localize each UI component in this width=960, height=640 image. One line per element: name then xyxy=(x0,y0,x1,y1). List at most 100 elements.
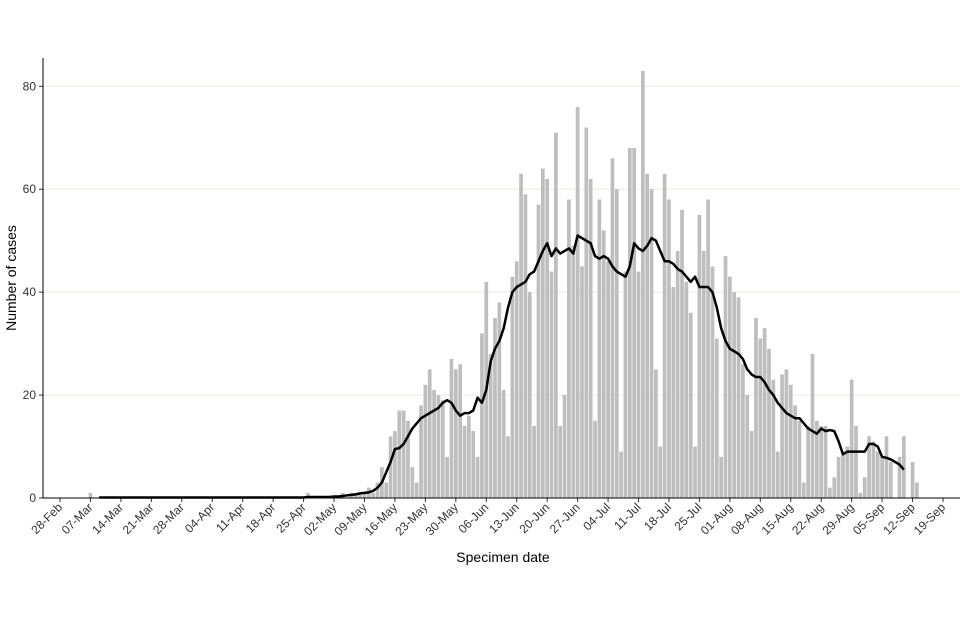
bar xyxy=(523,194,528,498)
y-tick-label: 60 xyxy=(23,182,37,196)
bar xyxy=(788,384,793,498)
bar xyxy=(562,395,567,498)
x-tick-label: 07-Mar xyxy=(59,500,96,537)
bar xyxy=(680,209,684,498)
bar xyxy=(719,456,724,498)
bar xyxy=(836,456,841,498)
bar xyxy=(845,446,850,498)
bar xyxy=(784,369,789,498)
bar xyxy=(467,415,471,498)
x-tick-label: 04-Jul xyxy=(580,500,613,533)
bar xyxy=(862,477,867,498)
x-tick-label: 08-Aug xyxy=(728,500,765,537)
x-tick-label: 05-Sep xyxy=(850,500,887,537)
y-tick-label: 20 xyxy=(23,388,37,402)
bar xyxy=(728,276,732,498)
bar xyxy=(606,261,610,498)
bar xyxy=(384,482,389,498)
bar xyxy=(810,353,815,498)
bar xyxy=(427,369,432,498)
bar xyxy=(749,431,754,498)
x-tick-label: 12-Sep xyxy=(880,500,917,537)
x-tick-label: 09-May xyxy=(331,500,369,538)
bar xyxy=(501,389,506,498)
bar xyxy=(401,410,406,498)
bar xyxy=(614,189,619,498)
bar xyxy=(458,364,463,498)
y-tick-label: 0 xyxy=(29,491,36,505)
bar xyxy=(567,199,571,499)
bar xyxy=(410,467,415,498)
bar xyxy=(849,379,854,498)
x-tick-label: 15-Aug xyxy=(759,500,796,537)
bar xyxy=(671,287,676,498)
bar xyxy=(527,292,532,498)
bar xyxy=(767,348,771,498)
bar xyxy=(488,353,493,498)
bar xyxy=(358,492,362,498)
bar xyxy=(806,425,811,498)
bar xyxy=(823,425,828,498)
bar xyxy=(675,250,680,498)
bar xyxy=(714,338,719,498)
bar xyxy=(828,487,832,498)
bar xyxy=(445,456,449,498)
bar xyxy=(797,420,802,498)
bar xyxy=(610,158,615,498)
x-tick-label: 21-Mar xyxy=(120,500,157,537)
bar xyxy=(532,425,536,498)
bar xyxy=(514,261,519,498)
bar xyxy=(480,333,484,498)
bar xyxy=(636,271,641,498)
bar xyxy=(688,312,693,498)
bar xyxy=(854,425,858,498)
bar xyxy=(554,132,558,499)
bar xyxy=(701,250,706,498)
bar xyxy=(588,178,593,498)
bar xyxy=(780,374,784,498)
bar xyxy=(667,199,671,499)
bar xyxy=(406,420,410,498)
x-tick-label: 04-Apr xyxy=(182,500,217,535)
bar xyxy=(475,456,480,498)
x-tick-label: 01-Aug xyxy=(698,500,735,537)
bar xyxy=(736,297,741,498)
bar xyxy=(745,395,750,498)
bar xyxy=(601,230,606,499)
bar xyxy=(815,420,819,498)
x-tick-label: 16-May xyxy=(362,500,400,538)
bar xyxy=(306,492,310,498)
bar xyxy=(462,425,467,498)
x-tick-label: 23-May xyxy=(392,500,430,538)
bar xyxy=(471,431,476,498)
x-tick-label: 29-Aug xyxy=(820,500,857,537)
bar xyxy=(771,379,776,498)
bar xyxy=(819,425,824,498)
bar xyxy=(375,482,380,498)
x-tick-label: 18-Apr xyxy=(243,500,278,535)
bar xyxy=(632,148,637,499)
x-tick-label: 28-Mar xyxy=(150,500,187,537)
bar xyxy=(897,456,902,498)
bar xyxy=(88,492,93,498)
bar xyxy=(371,492,376,498)
bar xyxy=(419,405,423,498)
bar xyxy=(423,384,428,498)
bar xyxy=(597,199,602,499)
bar xyxy=(641,70,645,499)
bar xyxy=(575,106,580,498)
x-tick-label: 18-Jul xyxy=(641,500,674,533)
bar xyxy=(832,477,837,498)
bar xyxy=(697,214,702,499)
bar xyxy=(593,420,597,498)
bar xyxy=(549,271,554,498)
x-axis-label: Specimen date xyxy=(456,549,550,565)
bar xyxy=(540,168,545,498)
bar xyxy=(793,405,797,498)
bar xyxy=(627,148,632,499)
bar xyxy=(645,173,650,498)
bar xyxy=(858,492,863,498)
bar xyxy=(393,431,397,498)
bar xyxy=(649,189,654,498)
